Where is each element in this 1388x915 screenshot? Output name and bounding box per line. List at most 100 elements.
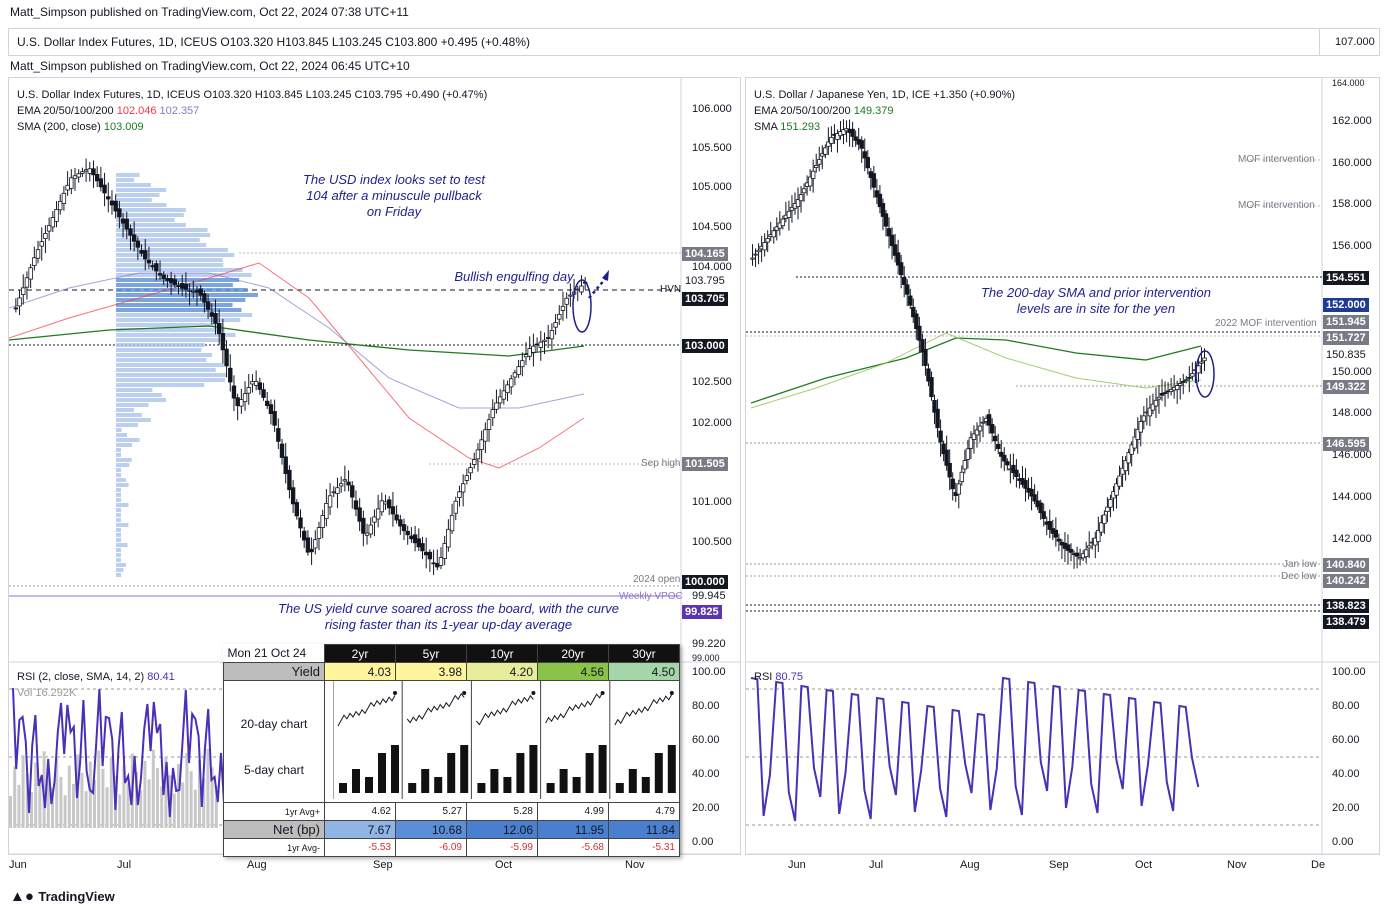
tag-140242: 140.242 — [1323, 574, 1369, 588]
candle-body — [1162, 392, 1168, 394]
volume-bar — [172, 793, 176, 828]
candle-body — [309, 548, 314, 553]
candle-body — [795, 199, 801, 207]
candle-body — [423, 551, 429, 556]
mini-5day-bar — [615, 783, 624, 793]
left-chart-panel[interactable]: U.S. Dollar Index Futures, 1D, ICEUS O10… — [8, 77, 741, 871]
tag-138823: 138.823 — [1323, 599, 1369, 613]
tag-104165: 104.165 — [682, 247, 728, 261]
candle-body — [908, 295, 913, 306]
sma-label: SMA — [754, 121, 778, 133]
candle-body — [820, 153, 825, 157]
left-rsi-legend: RSI (2, close, SMA, 14, 2) 80.41 — [17, 671, 175, 683]
mini-5day-bar — [408, 783, 417, 793]
col-20yr: 20yr — [537, 644, 609, 663]
left-legend-1: U.S. Dollar Index Futures, 1D, ICEUS O10… — [17, 89, 488, 101]
volume-bar — [46, 769, 50, 828]
net-20yr: 11.95 — [537, 820, 609, 839]
candle-body — [920, 339, 925, 353]
candle-body — [250, 381, 255, 385]
moving-averages — [9, 262, 585, 469]
candle-body — [457, 491, 462, 499]
candle-body — [1074, 552, 1080, 557]
candle-body — [959, 471, 965, 483]
candle-body — [886, 228, 892, 237]
mini-5day-bar — [641, 777, 650, 793]
right-legend-2: EMA 20/50/100/200 149.379 — [754, 105, 893, 117]
candle-body — [198, 288, 203, 296]
avg-dn-10yr: -5.99 — [466, 838, 538, 857]
engulfing-ellipse — [572, 279, 592, 333]
candle-body — [516, 366, 521, 375]
candle-body — [235, 397, 240, 407]
volume-profile-bar — [116, 508, 121, 512]
ema-value: 149.379 — [853, 105, 894, 117]
candle-body — [850, 128, 855, 137]
tradingview-brand[interactable]: ▲● TradingView — [10, 888, 115, 906]
candle-body — [39, 241, 44, 247]
tag-154551: 154.551 — [1323, 271, 1369, 285]
volume-bar — [139, 790, 143, 828]
volume-profile-bar — [116, 368, 216, 372]
candle-body — [932, 400, 937, 413]
candle-body — [823, 147, 828, 155]
volume-bar — [193, 789, 197, 828]
tag-149322: 149.322 — [1323, 380, 1369, 394]
volume-bar — [122, 764, 126, 828]
mini-5day-bar — [460, 745, 469, 793]
candle-body — [968, 437, 974, 449]
candle-body — [947, 462, 952, 478]
ema-value-2: 102.357 — [159, 105, 200, 117]
volume-profile-bar — [116, 343, 205, 347]
candle-body — [1187, 377, 1192, 379]
right-yaxis-142: 142.000 — [1332, 533, 1372, 545]
candle-body — [762, 242, 767, 251]
candle-body — [350, 485, 355, 498]
volume-bar — [55, 758, 59, 828]
volume-profile-bar — [116, 413, 142, 417]
candle-body — [971, 433, 977, 440]
candle-body — [409, 535, 414, 540]
volume-profile-bar — [116, 568, 124, 572]
candle-body — [150, 265, 155, 268]
candle-body — [21, 287, 26, 295]
candle-body — [72, 175, 78, 180]
volume-profile-bar — [116, 458, 132, 462]
candle-body — [331, 491, 336, 494]
tag-103795: 103.795 — [682, 274, 728, 288]
volume-bar — [38, 780, 42, 828]
candle-body — [575, 288, 580, 291]
candle-body — [859, 140, 864, 149]
candle-body — [442, 543, 447, 559]
volume-profile-bar — [116, 408, 134, 412]
right-legend-3: SMA 151.293 — [754, 121, 820, 133]
candle-body — [32, 257, 37, 267]
candle-body — [950, 478, 955, 490]
avg-up-30yr: 4.79 — [608, 802, 680, 821]
volume-profile-bar — [116, 248, 228, 252]
candle-body — [405, 530, 410, 536]
candle-body — [520, 360, 525, 368]
candle-body — [560, 305, 566, 311]
right-xaxis-aug: Aug — [960, 859, 980, 871]
left-yaxis-105: 105.000 — [692, 181, 732, 193]
volume-profile-bar — [116, 243, 207, 247]
right-yaxis-164: 164.000 — [1332, 78, 1365, 88]
candle-body — [242, 393, 248, 403]
candle-body — [453, 500, 458, 514]
candle-body — [353, 500, 359, 510]
candle-body — [497, 396, 503, 404]
candle-body — [1141, 415, 1147, 422]
net-10yr: 12.06 — [466, 820, 538, 839]
yield-5yr: 3.98 — [395, 662, 467, 681]
volume-bar — [118, 794, 122, 828]
left-xaxis-jun: Jun — [9, 859, 27, 871]
col-10yr: 10yr — [466, 644, 538, 663]
volume-profile-bar — [116, 538, 121, 542]
right-chart-panel[interactable]: U.S. Dollar / Japanese Yen, 1D, ICE +1.3… — [745, 77, 1380, 871]
volume-profile-bar — [116, 488, 121, 492]
volume-bar — [59, 776, 63, 828]
yield-label: Yield — [223, 662, 325, 681]
candle-body — [1174, 385, 1180, 391]
candle-body — [1105, 506, 1110, 512]
